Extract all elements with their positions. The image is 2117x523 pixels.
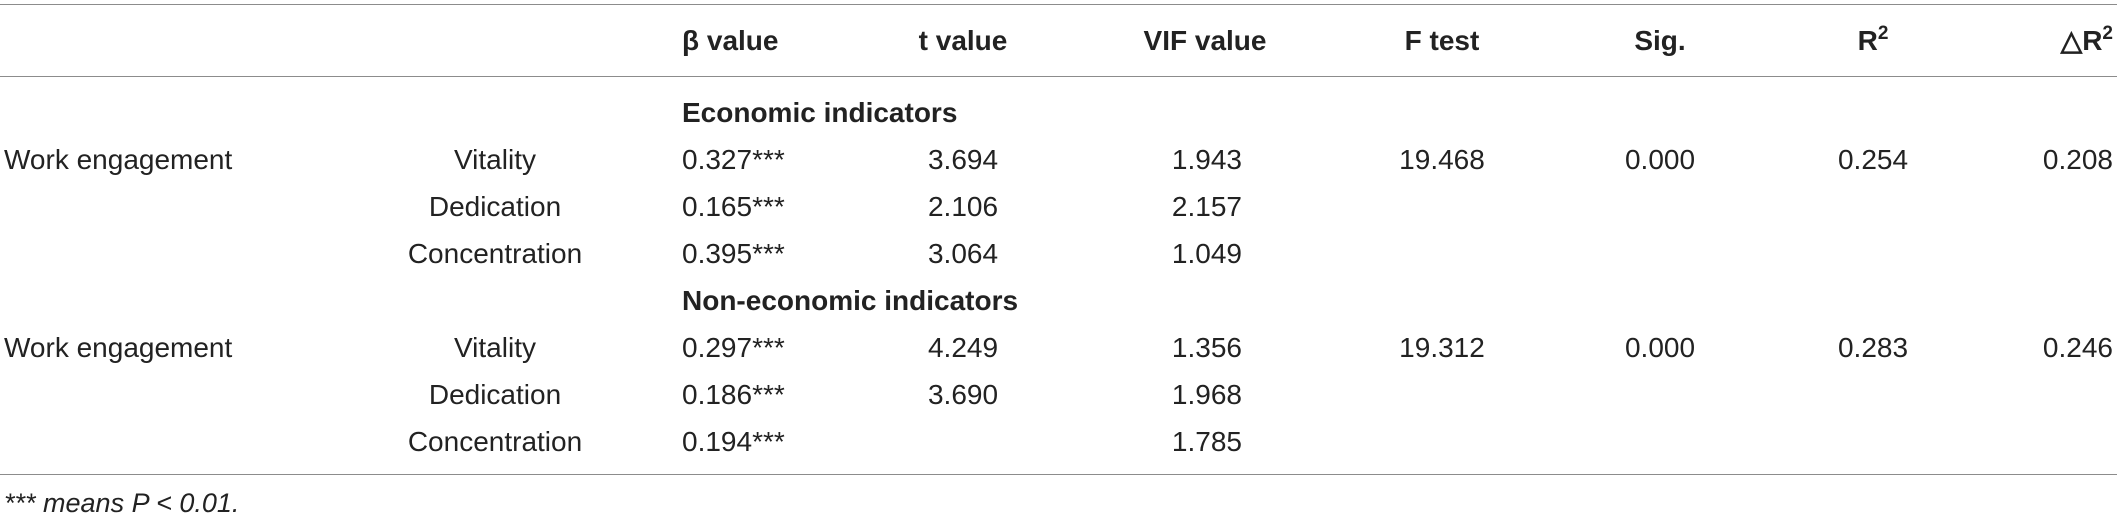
vif-value: 1.049 [1171,238,1242,269]
t-value: 4.249 [927,332,999,363]
variable-label: Concentration [407,238,583,269]
dependent-variable: Work engagement [4,332,233,363]
header-delta-r-squared-base: △R [2060,25,2103,56]
variable-label: Vitality [454,144,536,175]
table-footnote: *** means P < 0.01. [4,488,240,518]
vif-value: 1.943 [1171,144,1242,175]
header-delta-r-squared: △R2 [2060,23,2113,62]
group-title: Non-economic indicators [682,285,1019,316]
header-f-test: F test [1404,25,1480,56]
beta-value: 0.327*** [682,144,785,175]
r-squared-value: 0.254 [1837,144,1909,175]
variable-label: Dedication [428,191,562,222]
beta-value: 0.194*** [682,426,785,457]
vif-value: 2.157 [1171,191,1242,222]
vif-value: 1.968 [1171,379,1242,410]
bottom-rule [0,474,2117,475]
sig-value: 0.000 [1624,332,1696,363]
beta-value: 0.165*** [682,191,785,222]
beta-value: 0.186*** [682,379,785,410]
header-r-squared-sup: 2 [1877,23,1889,44]
beta-value: 0.395*** [682,238,785,269]
t-value: 3.690 [927,379,999,410]
t-value: 2.106 [927,191,999,222]
dependent-variable: Work engagement [4,144,233,175]
header-delta-r-squared-sup: 2 [2102,23,2113,44]
vif-value: 1.785 [1171,426,1242,457]
header-t: t value [918,25,1008,56]
group-title: Economic indicators [682,97,958,128]
t-value: 3.694 [927,144,999,175]
header-beta: β value [682,25,779,56]
header-r-squared: R2 [1857,23,1889,62]
delta-r-squared-value: 0.246 [2042,332,2113,363]
variable-label: Dedication [428,379,562,410]
vif-value: 1.356 [1171,332,1242,363]
header-vif: VIF value [1143,25,1267,56]
r-squared-value: 0.283 [1837,332,1909,363]
header-sig: Sig. [1634,25,1686,56]
t-value: 3.064 [927,238,999,269]
top-rule [0,4,2117,5]
variable-label: Concentration [407,426,583,457]
f-test-value: 19.312 [1399,332,1485,363]
beta-value: 0.297*** [682,332,785,363]
sig-value: 0.000 [1624,144,1696,175]
delta-r-squared-value: 0.208 [2042,144,2113,175]
f-test-value: 19.468 [1399,144,1485,175]
variable-label: Vitality [454,332,536,363]
header-rule [0,76,2117,77]
header-r-squared-base: R [1857,25,1878,56]
